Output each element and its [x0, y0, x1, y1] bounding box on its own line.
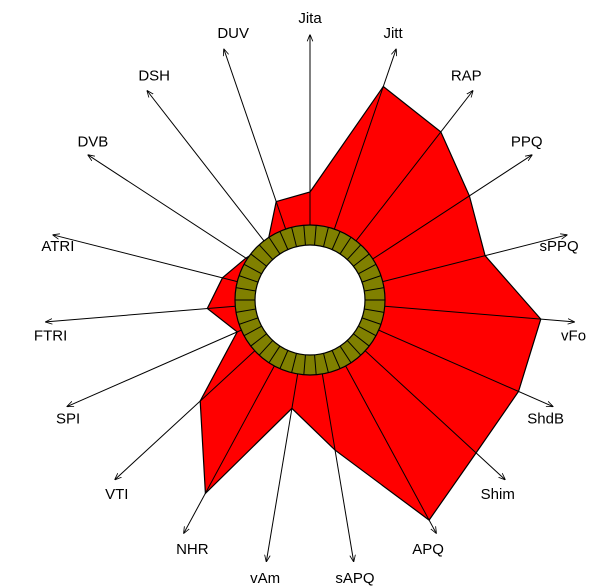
- axis-label: DVB: [77, 134, 108, 151]
- ring-cell: [235, 287, 256, 292]
- ring-cell: [258, 244, 274, 260]
- ring-cell: [279, 350, 289, 369]
- axis-label: sPPQ: [539, 238, 578, 255]
- ring-cell: [323, 227, 329, 247]
- axis-label: ATRI: [41, 238, 74, 255]
- axis-label: ShdB: [527, 411, 564, 428]
- ring-cell: [358, 325, 377, 337]
- axis-arrow: [345, 365, 436, 533]
- axis-label: VTI: [105, 486, 128, 503]
- axis-arrow: [67, 329, 242, 406]
- axis-label: DSH: [138, 68, 170, 85]
- ring-cell: [346, 340, 362, 356]
- ring-cell: [314, 354, 317, 375]
- axis-label: vFo: [561, 328, 586, 345]
- axis-label: vAm: [250, 570, 280, 587]
- ring-cell: [353, 333, 370, 347]
- ring-cell: [243, 325, 262, 337]
- ring-cell: [250, 253, 267, 267]
- ring-cell: [279, 231, 289, 250]
- axis-arrow: [355, 91, 473, 242]
- axes: Jita Jitt RAP PPQ sPPQ vFo ShdB Shim APQ sAPQ vAm N…: [34, 10, 586, 587]
- ring-cell: [364, 287, 385, 292]
- ring-inner: [254, 244, 366, 356]
- ring-cell: [339, 345, 352, 364]
- axis-label: FTRI: [34, 328, 67, 345]
- axis-arrow: [372, 155, 532, 260]
- axis-arrow: [364, 350, 505, 480]
- axis-label: PPQ: [511, 134, 543, 151]
- axis-arrow: [115, 350, 256, 480]
- axis-label: RAP: [451, 68, 482, 85]
- ring-cell: [268, 236, 281, 255]
- ring-cell: [361, 275, 382, 283]
- axis-arrow: [266, 373, 299, 561]
- normal-ring: [234, 224, 386, 376]
- axis-arrow: [88, 155, 248, 260]
- axis-label: NHR: [176, 541, 209, 558]
- ring-cell: [303, 225, 306, 246]
- ring-cell: [291, 353, 297, 373]
- ring-cell: [314, 225, 317, 246]
- ring-cell: [268, 345, 281, 364]
- ring-cell: [235, 308, 256, 313]
- axis-arrow: [321, 373, 353, 561]
- ring-cell: [353, 253, 370, 267]
- ring-cell: [358, 263, 377, 275]
- axis-label: APQ: [412, 541, 444, 558]
- ring-cell: [364, 308, 385, 313]
- axis-arrow: [53, 235, 238, 283]
- axis-label: sAPQ: [335, 570, 374, 587]
- ring-cell: [331, 231, 341, 250]
- ring-cell: [323, 353, 329, 373]
- ring-cell: [291, 227, 297, 247]
- axis-arrow: [333, 49, 396, 230]
- ring-cell: [238, 275, 259, 283]
- axis-arrow: [184, 365, 275, 533]
- ring-cell: [346, 244, 362, 260]
- axis-arrow: [384, 305, 574, 322]
- ring-cell: [331, 350, 341, 369]
- ring-cell: [361, 317, 382, 325]
- ring-cell: [258, 340, 274, 356]
- axis-arrow: [224, 49, 287, 230]
- axis-label: Jita: [298, 10, 322, 27]
- ring-cell: [243, 263, 262, 275]
- axis-label: DUV: [217, 25, 249, 42]
- axis-arrow: [46, 305, 236, 322]
- ring-cell: [339, 236, 352, 255]
- axis-arrow: [147, 91, 265, 242]
- axis-label: SPI: [56, 411, 80, 428]
- ring-cell: [250, 333, 267, 347]
- axis-arrow: [382, 235, 567, 283]
- axis-label: Jitt: [383, 25, 403, 42]
- ring-cell: [303, 354, 306, 375]
- ring-cell: [238, 317, 259, 325]
- axis-label: Shim: [481, 486, 515, 503]
- axis-arrow: [378, 329, 553, 406]
